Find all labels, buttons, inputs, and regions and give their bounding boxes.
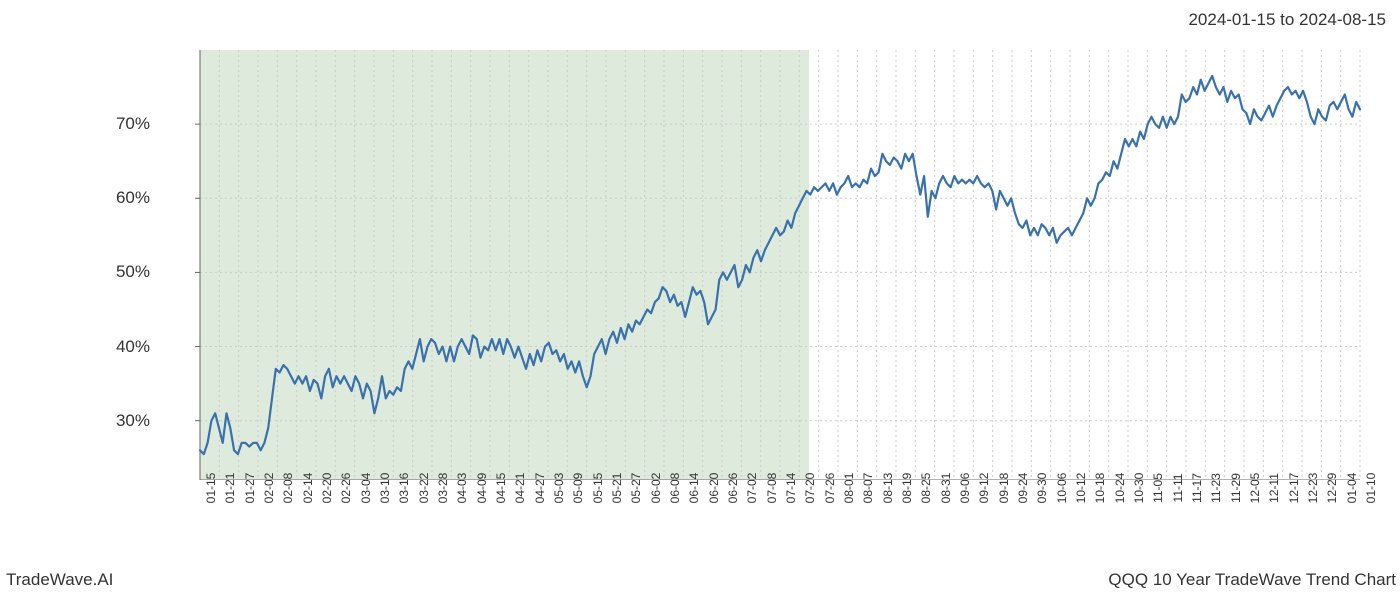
x-tick-label: 10-06 (1055, 473, 1069, 504)
x-tick-label: 12-17 (1287, 473, 1301, 504)
x-tick-label: 10-12 (1074, 473, 1088, 504)
x-tick-label: 02-08 (281, 473, 295, 504)
x-tick-label: 04-27 (533, 473, 547, 504)
trend-chart (140, 50, 1380, 480)
x-tick-label: 08-25 (919, 473, 933, 504)
y-tick-label: 50% (116, 262, 150, 282)
x-tick-label: 01-27 (243, 473, 257, 504)
x-tick-label: 03-28 (436, 473, 450, 504)
x-tick-label: 10-18 (1093, 473, 1107, 504)
date-range-label: 2024-01-15 to 2024-08-15 (1188, 10, 1386, 30)
x-tick-label: 08-01 (842, 473, 856, 504)
x-tick-label: 02-02 (262, 473, 276, 504)
x-tick-label: 10-24 (1113, 473, 1127, 504)
x-tick-label: 07-08 (765, 473, 779, 504)
x-tick-label: 07-26 (823, 473, 837, 504)
x-tick-label: 11-05 (1151, 473, 1165, 503)
x-tick-label: 05-09 (571, 473, 585, 504)
x-tick-label: 06-14 (687, 473, 701, 504)
x-tick-label: 04-15 (494, 473, 508, 504)
x-tick-label: 02-20 (320, 473, 334, 504)
x-tick-label: 09-30 (1035, 473, 1049, 504)
x-tick-label: 08-07 (861, 473, 875, 504)
x-tick-label: 08-31 (939, 473, 953, 504)
highlight-region (200, 50, 809, 480)
x-tick-label: 01-21 (223, 473, 237, 504)
x-tick-label: 03-10 (378, 473, 392, 504)
x-tick-label: 09-12 (977, 473, 991, 504)
x-tick-label: 08-13 (881, 473, 895, 504)
x-tick-label: 06-08 (668, 473, 682, 504)
x-tick-label: 01-15 (204, 473, 218, 504)
x-axis-labels: 01-1501-2101-2702-0202-0802-1402-2002-26… (140, 488, 1380, 548)
x-tick-label: 04-21 (513, 473, 527, 504)
x-tick-label: 02-14 (301, 473, 315, 504)
x-tick-label: 11-23 (1209, 473, 1223, 503)
x-tick-label: 09-24 (1016, 473, 1030, 504)
x-tick-label: 06-02 (649, 473, 663, 504)
x-tick-label: 07-02 (745, 473, 759, 504)
x-tick-label: 01-10 (1364, 473, 1378, 504)
x-tick-label: 07-20 (803, 473, 817, 504)
y-tick-label: 40% (116, 337, 150, 357)
footer-brand: TradeWave.AI (6, 570, 113, 590)
x-tick-label: 11-11 (1171, 474, 1185, 503)
x-tick-label: 05-21 (610, 473, 624, 504)
x-tick-label: 04-09 (475, 473, 489, 504)
x-tick-label: 12-23 (1306, 473, 1320, 504)
chart-svg (140, 50, 1380, 480)
x-tick-label: 08-19 (900, 473, 914, 504)
x-tick-label: 12-29 (1325, 473, 1339, 504)
x-tick-label: 09-06 (958, 473, 972, 504)
x-tick-label: 06-26 (726, 473, 740, 504)
x-tick-label: 05-15 (591, 473, 605, 504)
x-tick-label: 06-20 (707, 473, 721, 504)
x-tick-label: 12-11 (1267, 473, 1281, 503)
y-tick-label: 70% (116, 114, 150, 134)
x-tick-label: 12-05 (1248, 473, 1262, 504)
y-tick-label: 60% (116, 188, 150, 208)
x-tick-label: 05-03 (552, 473, 566, 504)
x-tick-label: 03-16 (397, 473, 411, 504)
x-tick-label: 03-04 (359, 473, 373, 504)
x-tick-label: 10-30 (1132, 473, 1146, 504)
x-tick-label: 03-22 (417, 473, 431, 504)
x-tick-label: 04-03 (455, 473, 469, 504)
y-tick-label: 30% (116, 411, 150, 431)
x-tick-label: 07-14 (784, 473, 798, 504)
footer-title: QQQ 10 Year TradeWave Trend Chart (1108, 570, 1396, 590)
x-tick-label: 02-26 (339, 473, 353, 504)
x-tick-label: 01-04 (1345, 473, 1359, 504)
x-tick-label: 05-27 (629, 473, 643, 504)
x-tick-label: 11-17 (1190, 473, 1204, 503)
x-tick-label: 11-29 (1229, 473, 1243, 503)
x-tick-label: 09-18 (997, 473, 1011, 504)
